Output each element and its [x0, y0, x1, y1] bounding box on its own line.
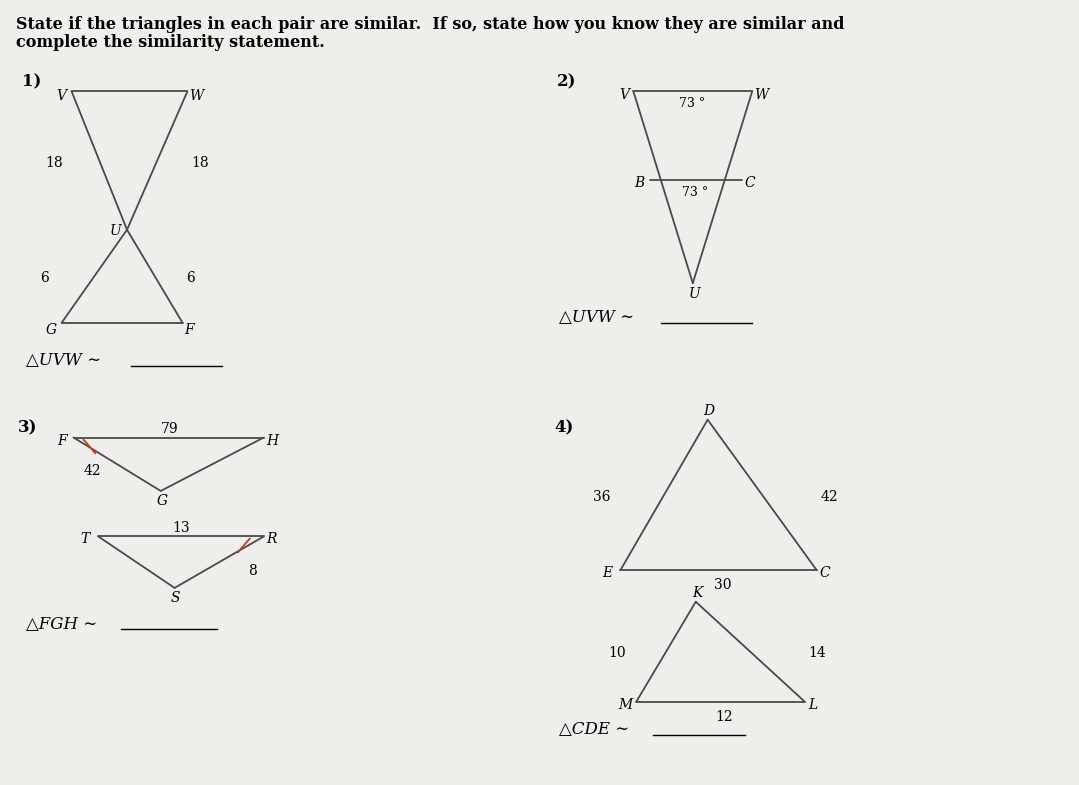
Text: 73 °: 73 °	[682, 186, 708, 199]
Text: 42: 42	[83, 464, 101, 478]
Text: D: D	[704, 403, 714, 418]
Text: S: S	[170, 591, 180, 605]
Text: B: B	[634, 177, 644, 190]
Text: R: R	[265, 532, 276, 546]
Text: 79: 79	[161, 422, 178, 436]
Text: △UVW ∼: △UVW ∼	[559, 309, 634, 326]
Text: 3): 3)	[18, 420, 38, 436]
Text: K: K	[692, 586, 702, 600]
Text: 2): 2)	[557, 74, 576, 90]
Text: G: G	[156, 494, 168, 508]
Text: F: F	[57, 433, 67, 447]
Text: State if the triangles in each pair are similar.  If so, state how you know they: State if the triangles in each pair are …	[16, 16, 845, 33]
Text: 1): 1)	[22, 74, 41, 90]
Text: 36: 36	[592, 490, 611, 504]
Text: H: H	[265, 433, 278, 447]
Text: 8: 8	[248, 564, 257, 579]
Text: C: C	[745, 177, 755, 190]
Text: V: V	[619, 88, 629, 102]
Text: W: W	[754, 88, 768, 102]
Text: G: G	[45, 323, 57, 337]
Text: T: T	[81, 532, 90, 546]
Text: 30: 30	[713, 578, 732, 592]
Text: 42: 42	[821, 490, 838, 504]
Text: U: U	[109, 224, 121, 238]
Text: complete the similarity statement.: complete the similarity statement.	[16, 34, 325, 51]
Text: 73 °: 73 °	[679, 97, 706, 110]
Text: M: M	[618, 698, 632, 712]
Text: E: E	[602, 566, 613, 580]
Text: W: W	[190, 89, 204, 104]
Text: 14: 14	[808, 646, 827, 660]
Text: 10: 10	[609, 646, 626, 660]
Text: C: C	[820, 566, 830, 580]
Text: 18: 18	[191, 155, 209, 170]
Text: U: U	[688, 287, 700, 301]
Text: 13: 13	[173, 520, 190, 535]
Text: 6: 6	[187, 272, 195, 285]
Text: 6: 6	[40, 272, 49, 285]
Text: △UVW ∼: △UVW ∼	[26, 352, 101, 370]
Text: △FGH ∼: △FGH ∼	[26, 615, 97, 633]
Text: △CDE ∼: △CDE ∼	[559, 721, 629, 739]
Text: 12: 12	[715, 710, 734, 724]
Text: 18: 18	[45, 155, 64, 170]
Text: 4): 4)	[555, 420, 573, 436]
Text: L: L	[808, 698, 817, 712]
Text: V: V	[57, 89, 67, 104]
Text: F: F	[185, 323, 194, 337]
